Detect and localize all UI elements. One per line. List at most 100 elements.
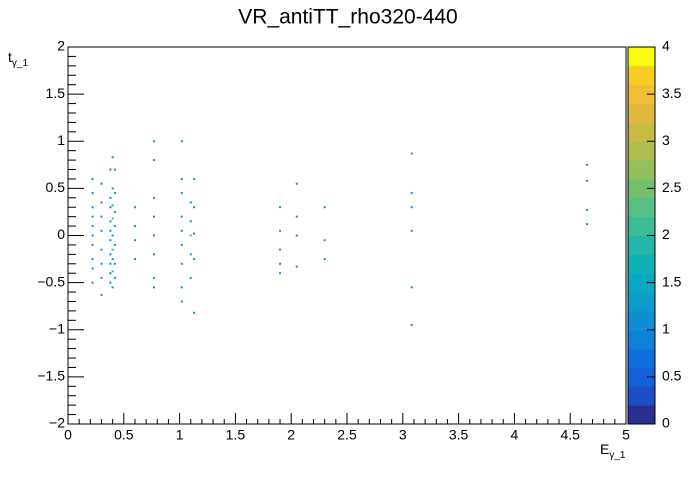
- bin: [100, 248, 103, 251]
- z-tick-label: 3.5: [662, 85, 682, 101]
- bin: [180, 300, 183, 303]
- bin: [189, 276, 192, 279]
- bin: [152, 234, 155, 237]
- bin: [109, 281, 112, 284]
- bin: [111, 286, 114, 289]
- bin: [585, 163, 588, 166]
- colorbar-band: [628, 254, 655, 274]
- bin: [323, 258, 326, 261]
- bin: [109, 229, 112, 232]
- colorbar-band: [628, 348, 655, 368]
- x-axis-label: Eγ_1: [600, 441, 626, 461]
- bin: [100, 182, 103, 185]
- colorbar-band: [628, 405, 655, 425]
- bin: [180, 229, 183, 232]
- bin: [113, 225, 116, 228]
- x-tick-label: 2.5: [337, 427, 357, 443]
- bin: [111, 234, 114, 237]
- bin: [180, 215, 183, 218]
- bin: [323, 206, 326, 209]
- bin: [111, 248, 114, 251]
- y-label-sub: γ_1: [12, 58, 29, 69]
- bin: [113, 243, 116, 246]
- bin: [109, 253, 112, 256]
- y-tick-label: −1: [49, 320, 65, 336]
- bin: [133, 206, 136, 209]
- z-tick-label: 0: [662, 415, 670, 431]
- bin: [279, 248, 282, 251]
- bin: [133, 258, 136, 261]
- bin: [410, 192, 413, 195]
- bin: [100, 215, 103, 218]
- y-tick-label: 1.5: [46, 85, 66, 101]
- bin: [585, 209, 588, 212]
- bin: [180, 243, 183, 246]
- z-tick-label: 3: [662, 132, 670, 148]
- bin: [91, 225, 94, 228]
- bin: [193, 177, 196, 180]
- bin: [279, 262, 282, 265]
- bin: [410, 229, 413, 232]
- y-tick-label: −0.5: [37, 273, 65, 289]
- bin: [113, 210, 116, 213]
- colorbar-band: [628, 160, 655, 180]
- bin: [180, 192, 183, 195]
- x-tick-label: 0: [64, 427, 72, 443]
- colorbar-band: [628, 65, 655, 86]
- colorbar-band: [628, 273, 655, 293]
- y-label-main: t: [8, 49, 12, 65]
- bin: [410, 152, 413, 155]
- bin: [109, 168, 112, 171]
- colorbar-band: [628, 84, 655, 105]
- bin: [193, 311, 196, 314]
- bin: [180, 262, 183, 265]
- colorbar-band: [628, 310, 655, 331]
- bin: [152, 159, 155, 162]
- bin: [180, 177, 183, 180]
- bin: [91, 206, 94, 209]
- bin: [295, 234, 298, 237]
- bin: [152, 196, 155, 199]
- bin: [295, 182, 298, 185]
- z-tick-label: 1: [662, 320, 670, 336]
- y-tick-label: 2: [57, 38, 65, 54]
- bin: [180, 140, 183, 143]
- bin: [585, 223, 588, 226]
- bin: [100, 293, 103, 296]
- colorbar-band: [628, 141, 655, 161]
- bin: [109, 220, 112, 223]
- bin: [295, 265, 298, 268]
- bin: [111, 217, 114, 220]
- bin: [109, 196, 112, 199]
- bin: [279, 229, 282, 232]
- bin: [410, 286, 413, 289]
- colorbar-band: [628, 235, 655, 255]
- x-tick-label: 3.5: [449, 427, 469, 443]
- chart-title: VR_antiTT_rho320-440: [238, 6, 457, 29]
- bin: [152, 286, 155, 289]
- bin: [152, 140, 155, 143]
- bin: [113, 168, 116, 171]
- y-tick-label: 0: [57, 226, 65, 242]
- bin: [91, 234, 94, 237]
- bin: [100, 262, 103, 265]
- bin: [193, 206, 196, 209]
- x-label-main: E: [600, 441, 609, 457]
- bin: [410, 324, 413, 327]
- bin: [109, 262, 112, 265]
- bin: [111, 187, 114, 190]
- bin: [410, 206, 413, 209]
- x-label-sub: γ_1: [609, 450, 626, 461]
- bin: [91, 177, 94, 180]
- bin: [109, 239, 112, 242]
- x-tick-label: 2: [287, 427, 295, 443]
- y-tick-label: −1.5: [37, 368, 65, 384]
- bin: [100, 201, 103, 204]
- bin: [193, 258, 196, 261]
- z-tick-label: 2.5: [662, 179, 682, 195]
- x-tick-label: 1.5: [226, 427, 246, 443]
- y-tick-label: −2: [49, 415, 65, 431]
- x-tick-label: 0.5: [114, 427, 134, 443]
- z-tick-label: 1.5: [662, 273, 682, 289]
- bin: [189, 201, 192, 204]
